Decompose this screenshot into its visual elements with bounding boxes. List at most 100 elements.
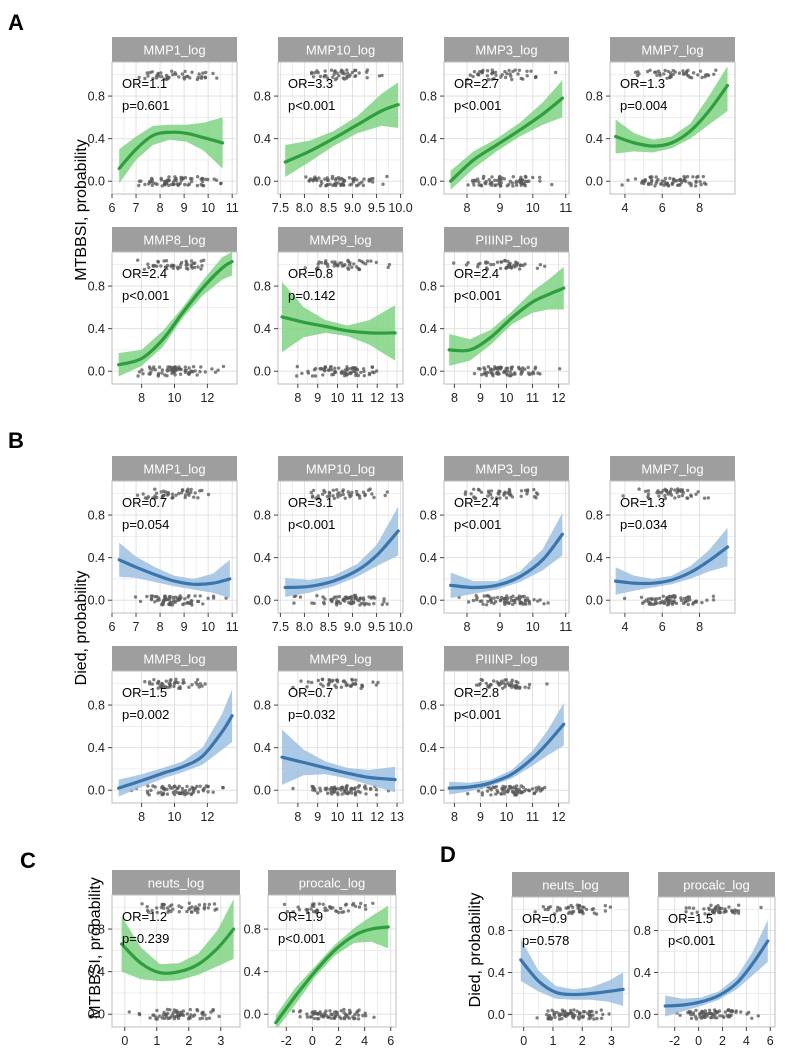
data-point <box>666 492 670 496</box>
data-point <box>382 599 386 604</box>
data-point <box>320 677 325 681</box>
data-point <box>199 267 203 271</box>
data-point <box>153 600 157 604</box>
y-tick-label: 0.8 <box>420 280 437 294</box>
data-point <box>680 493 685 498</box>
data-point <box>337 491 341 495</box>
x-tick-label: 10 <box>331 810 345 824</box>
data-point <box>177 904 181 908</box>
data-point <box>196 496 200 500</box>
data-point <box>371 901 375 905</box>
plot-frame <box>267 894 397 1028</box>
data-point <box>501 681 505 685</box>
data-point <box>305 907 310 912</box>
data-point <box>710 908 715 912</box>
data-point <box>684 910 688 914</box>
data-point <box>323 906 327 910</box>
data-point <box>187 366 191 370</box>
subplot-a-piiinp: PIIINP_log OR=2.4 p<0.001 8 9 10 11 12 0.0 0.4 0.8 <box>420 227 570 405</box>
data-point <box>183 182 187 187</box>
data-point <box>291 910 295 914</box>
data-point <box>730 1010 734 1014</box>
data-point <box>486 599 490 604</box>
data-point <box>511 184 515 188</box>
data-point <box>307 179 311 183</box>
data-point <box>555 1010 559 1015</box>
data-point <box>342 1007 346 1012</box>
data-point <box>313 175 317 179</box>
data-point <box>489 368 493 372</box>
data-point <box>165 906 170 910</box>
data-point <box>179 905 184 910</box>
x-tick-label: 11 <box>526 810 539 824</box>
data-point <box>703 1015 707 1020</box>
data-point <box>151 367 155 371</box>
data-points <box>291 677 391 797</box>
fit-line <box>447 722 566 790</box>
data-point <box>137 75 141 80</box>
data-point <box>326 1015 330 1020</box>
data-point <box>358 603 362 607</box>
data-point <box>200 75 204 79</box>
data-point <box>657 494 661 498</box>
data-point <box>160 793 164 797</box>
x-tick-label: 9 <box>496 620 503 634</box>
x-tick-label: 7.5 <box>272 620 289 634</box>
data-point <box>173 71 177 75</box>
data-point <box>594 1010 599 1014</box>
x-tick-label: 1 <box>549 1034 556 1048</box>
data-point <box>356 1013 361 1017</box>
facet-strip <box>444 37 569 62</box>
data-point <box>306 371 310 375</box>
data-point <box>330 679 334 683</box>
data-point <box>368 179 372 183</box>
data-point <box>507 68 511 73</box>
data-point <box>503 786 507 791</box>
data-point <box>323 490 327 494</box>
data-point <box>335 488 339 492</box>
data-point <box>535 1016 539 1020</box>
data-point <box>171 180 176 184</box>
data-point <box>191 1014 195 1018</box>
data-point <box>479 183 483 187</box>
data-point <box>347 1008 352 1012</box>
data-point <box>464 263 469 267</box>
data-points <box>129 677 225 797</box>
data-point <box>186 601 190 605</box>
x-tick-label: 7 <box>133 620 140 634</box>
data-point <box>196 265 200 269</box>
data-point <box>385 602 389 606</box>
data-point <box>584 907 589 912</box>
data-point <box>154 1017 158 1021</box>
data-point <box>200 1016 205 1020</box>
data-point <box>320 181 324 186</box>
data-points <box>621 487 716 607</box>
data-point <box>385 490 389 494</box>
data-point <box>326 76 330 80</box>
odds-ratio-label: OR=2.4 <box>454 495 499 510</box>
data-point <box>367 372 372 377</box>
data-point <box>179 262 183 267</box>
p-value-label: p<0.001 <box>278 931 325 946</box>
fit-line <box>449 532 564 590</box>
y-tick-label: 0.0 <box>254 365 271 379</box>
data-point <box>663 487 667 491</box>
data-point <box>344 596 348 600</box>
facet-strip <box>278 37 403 62</box>
data-point <box>167 183 171 187</box>
data-point <box>339 685 344 689</box>
data-point <box>317 176 321 180</box>
data-point <box>163 788 167 792</box>
data-point <box>480 373 484 377</box>
data-point <box>151 76 155 81</box>
data-point <box>470 178 475 183</box>
data-point <box>372 495 376 500</box>
data-point <box>490 183 494 187</box>
data-point <box>200 264 204 268</box>
data-point <box>532 598 536 602</box>
data-point <box>724 909 728 914</box>
data-point <box>192 495 196 499</box>
data-point <box>195 682 199 687</box>
data-point <box>159 490 163 494</box>
